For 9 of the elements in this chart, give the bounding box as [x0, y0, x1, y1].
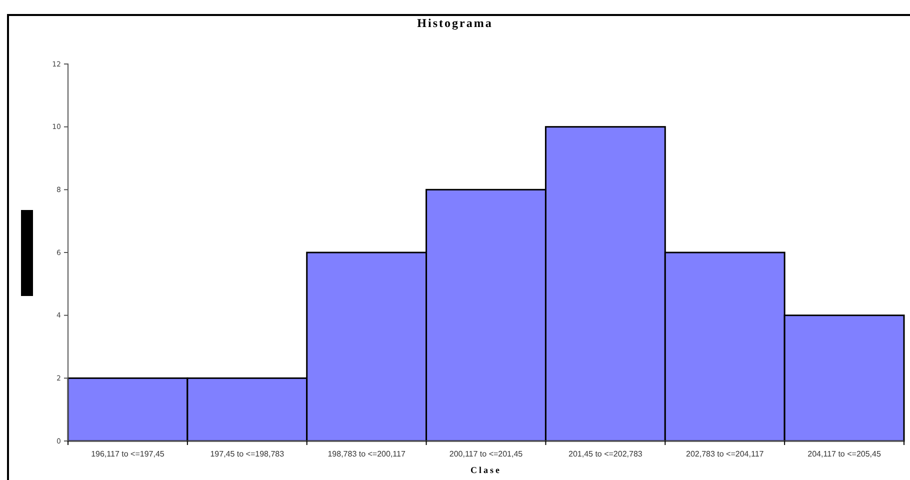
- x-tick-label: 202,783 to <=204,117: [686, 450, 764, 459]
- x-tick-label: 201,45 to <=202,783: [568, 450, 643, 459]
- x-axis-title: Clase: [470, 465, 502, 475]
- x-tick-label: 196,117 to <=197,45: [91, 450, 165, 459]
- x-tick-label: 198,783 to <=200,117: [328, 450, 406, 459]
- x-tick-label: 204,117 to <=205,45: [808, 450, 882, 459]
- x-tick-label: 197,45 to <=198,783: [210, 450, 285, 459]
- chart-title: Histograma: [417, 16, 493, 30]
- x-tick-label: 200,117 to <=201,45: [449, 450, 524, 459]
